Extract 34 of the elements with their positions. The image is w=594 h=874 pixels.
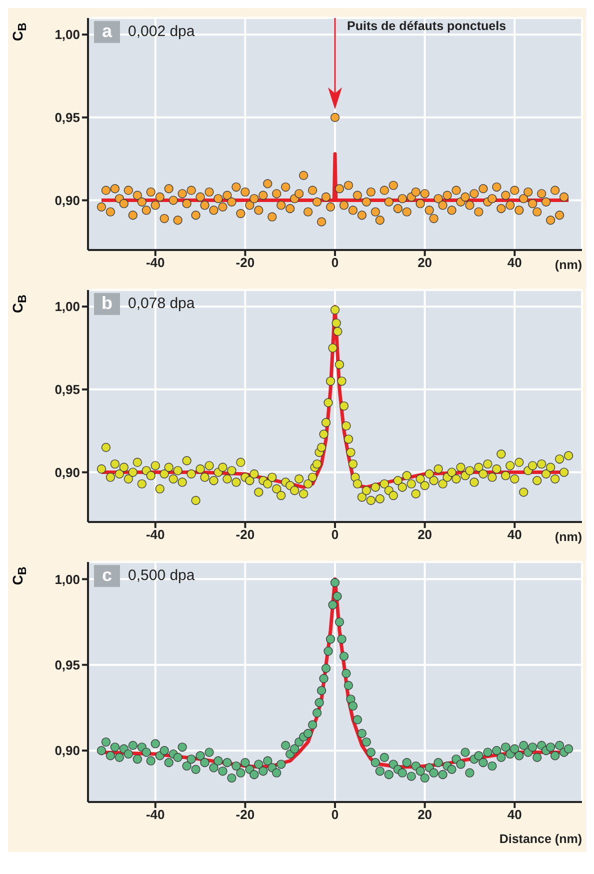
chart-title: a	[94, 21, 120, 43]
x-tick-label: 40	[507, 255, 522, 270]
x-tick-label: 0	[331, 807, 339, 822]
y-tick-label: 0,90	[54, 192, 80, 208]
annotation: 0,078 dpa	[128, 295, 195, 312]
x-tick-label: 20	[418, 255, 432, 270]
y-tick-label: 0,95	[54, 110, 80, 126]
x-tick-label: -20	[236, 527, 255, 542]
y-tick-label: 0,95	[54, 382, 80, 398]
x-tick-label: 20	[418, 807, 432, 822]
x-axis-title: (nm)	[554, 258, 582, 272]
x-tick-label: 0	[331, 527, 339, 542]
x-tick-label: 20	[418, 527, 432, 542]
y-tick-label: 1,00	[54, 299, 80, 314]
x-tick-label: -20	[236, 255, 255, 270]
x-tick-label: 0	[331, 255, 339, 270]
y-tick-label: 1,00	[54, 572, 80, 587]
x-axis-title: Distance (nm)	[499, 832, 582, 846]
y-tick-label: 0,95	[54, 657, 80, 672]
y-tick-label: 0,90	[54, 464, 80, 480]
annotation: 0,002 dpa	[128, 23, 195, 40]
x-tick-label: 40	[507, 527, 522, 542]
chart-title: c	[94, 565, 120, 587]
x-tick-label: -40	[146, 255, 165, 270]
annotation: Puits de défauts ponctuels	[347, 19, 506, 33]
annotation: 0,500 dpa	[128, 567, 195, 584]
x-tick-label: -40	[146, 807, 165, 822]
x-tick-label: -20	[236, 807, 255, 822]
chart-title: b	[94, 293, 120, 315]
y-tick-label: 1,00	[54, 27, 80, 42]
y-tick-label: 0,90	[54, 743, 80, 758]
x-axis-title: (nm)	[554, 530, 582, 544]
x-tick-label: 40	[507, 807, 522, 822]
x-tick-label: -40	[146, 527, 165, 542]
